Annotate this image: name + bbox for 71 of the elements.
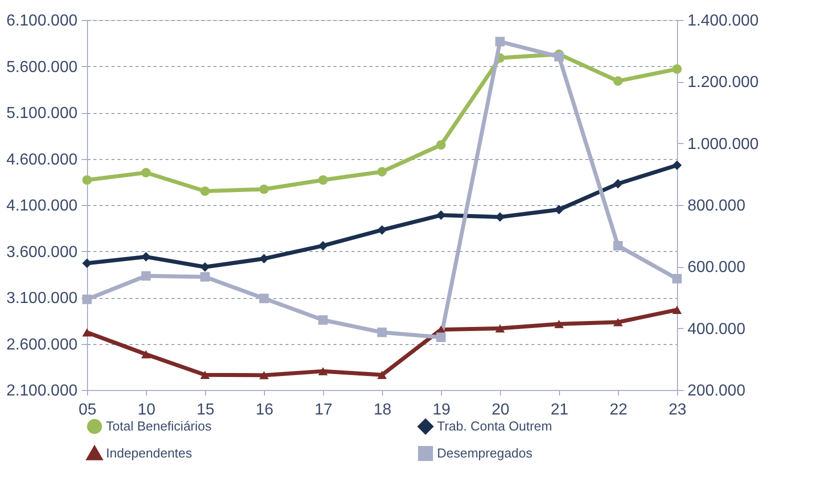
- legend-label: Independentes: [106, 446, 193, 460]
- y-tick-label: 5.600.000: [6, 58, 78, 76]
- y-tick-label: 5.100.000: [6, 105, 78, 122]
- x-tick-label: 16: [256, 402, 274, 418]
- y-tick-label: 4.600.000: [6, 151, 78, 168]
- point: [259, 294, 269, 304]
- y2-tick-label: 200.000: [688, 382, 746, 400]
- point: [495, 212, 505, 222]
- y-tick-label: 2.600.000: [6, 336, 78, 354]
- point: [377, 166, 387, 176]
- point: [672, 64, 682, 74]
- point: [259, 184, 269, 194]
- point: [200, 262, 210, 272]
- y-tick-label: 6.100.000: [6, 12, 78, 30]
- point: [259, 254, 269, 264]
- x-tick-label: 17: [314, 402, 332, 418]
- y-tick-label: 3.100.000: [6, 290, 78, 307]
- point: [436, 140, 446, 150]
- x-tick-label: 15: [196, 402, 214, 418]
- point: [318, 367, 328, 376]
- point: [318, 240, 328, 250]
- point: [495, 324, 505, 332]
- y2-tick-label: 1.400.000: [688, 12, 759, 30]
- point: [613, 76, 623, 86]
- legend-label: Total Beneficiários: [106, 418, 212, 434]
- x-tick-label: 22: [610, 402, 628, 418]
- point: [672, 274, 682, 284]
- point: [377, 328, 387, 338]
- point: [613, 178, 623, 188]
- point: [200, 370, 210, 379]
- point: [141, 271, 151, 281]
- point: [554, 204, 564, 214]
- point: [377, 225, 387, 235]
- y2-tick-label: 1.000.000: [688, 136, 759, 153]
- y2-tick-label: 600.000: [688, 259, 746, 276]
- point: [200, 272, 210, 282]
- point: [377, 370, 387, 379]
- y2-tick-label: 1.200.000: [688, 74, 759, 92]
- point: [554, 320, 564, 328]
- y-tick-label: 2.100.000: [6, 382, 78, 400]
- point: [82, 175, 92, 185]
- x-tick-label: 23: [668, 402, 686, 418]
- point: [82, 258, 92, 268]
- point: [141, 252, 151, 262]
- point: [672, 306, 682, 314]
- point: [82, 328, 92, 336]
- x-tick-label: 05: [78, 402, 96, 418]
- y2-tick-label: 800.000: [688, 198, 746, 214]
- point: [672, 160, 682, 170]
- x-tick-label: 10: [138, 402, 156, 418]
- x-tick-label: 19: [432, 402, 450, 418]
- point: [495, 36, 505, 46]
- point: [436, 332, 446, 342]
- point: [141, 350, 151, 358]
- x-tick-label: 18: [374, 402, 392, 418]
- point: [554, 52, 564, 62]
- point: [200, 186, 210, 196]
- x-tick-label: 20: [492, 402, 510, 418]
- legend-label: Trab. Conta Outrem: [437, 418, 552, 434]
- y2-tick-label: 400.000: [688, 320, 746, 338]
- point: [259, 371, 269, 380]
- y-tick-label: 4.100.000: [6, 198, 78, 214]
- x-tick-label: 21: [550, 402, 568, 418]
- y-tick-label: 3.600.000: [6, 244, 78, 261]
- point: [141, 168, 151, 178]
- point: [613, 240, 623, 250]
- point: [318, 315, 328, 325]
- point: [318, 175, 328, 185]
- point: [613, 318, 623, 326]
- legend-label: Desempregados: [437, 446, 533, 460]
- point: [82, 294, 92, 304]
